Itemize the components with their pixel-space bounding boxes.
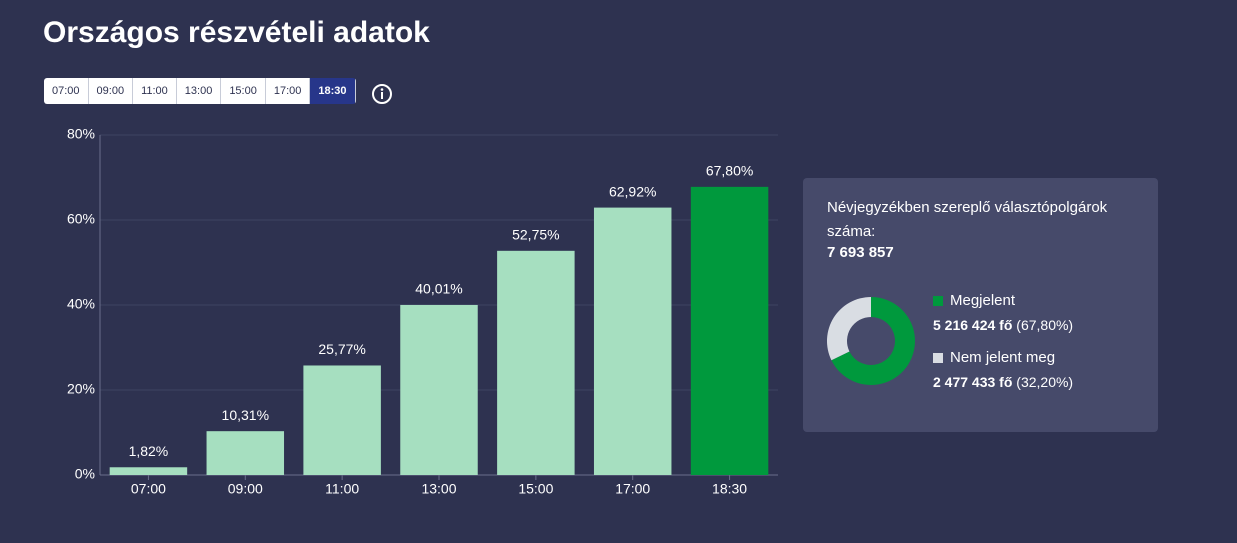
- value-label: 67,80%: [706, 163, 753, 179]
- legend-label: Megjelent: [950, 292, 1016, 309]
- legend-swatch: [933, 296, 943, 306]
- value-label: 25,77%: [318, 341, 365, 357]
- x-tick-label: 17:00: [615, 481, 650, 497]
- bar: [109, 467, 188, 475]
- value-label: 1,82%: [129, 443, 169, 459]
- time-selector: 07:00 09:00 11:00 13:00 15:00 17:00 18:30: [44, 78, 356, 104]
- info-panel: Névjegyzékben szereplő választópolgárok …: [803, 178, 1158, 432]
- y-tick-label: 80%: [67, 126, 95, 142]
- donut-segment: [831, 297, 915, 385]
- x-tick-label: 09:00: [228, 481, 263, 497]
- value-label: 10,31%: [222, 407, 269, 423]
- bar: [206, 431, 285, 475]
- bar: [400, 304, 478, 475]
- time-button[interactable]: 09:00: [88, 78, 134, 104]
- bar: [303, 365, 381, 475]
- y-tick-label: 40%: [67, 296, 95, 312]
- x-tick-label: 11:00: [325, 481, 359, 497]
- time-button[interactable]: 15:00: [221, 78, 266, 104]
- time-button[interactable]: 18:30: [310, 78, 356, 104]
- legend-share: (67,80%): [1016, 317, 1073, 333]
- info-icon[interactable]: [371, 83, 393, 105]
- legend-value: 2 477 433 fő (32,20%): [933, 374, 1073, 390]
- x-tick-label: 18:30: [712, 481, 747, 497]
- page-title: Országos részvételi adatok: [43, 16, 430, 49]
- x-tick-label: 15:00: [518, 481, 553, 497]
- bar-chart: 0% 20% 40% 60% 80% 07:00 1,82% 09:00 10,31% 11:00…: [67, 126, 778, 497]
- x-tick-label: 07:00: [131, 481, 166, 497]
- time-button[interactable]: 17:00: [265, 78, 311, 104]
- legend-swatch: [933, 353, 943, 363]
- donut-chart: Megjelent 5 216 424 fő (67,80%) Nem jelent…: [827, 292, 1073, 390]
- value-label: 40,01%: [415, 281, 462, 297]
- legend-share: (32,20%): [1016, 374, 1073, 390]
- y-tick-label: 60%: [67, 211, 95, 227]
- legend-count: 5 216 424 fő: [933, 317, 1012, 333]
- time-button[interactable]: 11:00: [133, 78, 177, 104]
- legend-label: Nem jelent meg: [950, 349, 1055, 366]
- bar: [593, 207, 672, 475]
- y-tick-label: 0%: [75, 466, 95, 482]
- value-label: 52,75%: [512, 227, 559, 243]
- bar: [497, 250, 575, 475]
- time-button[interactable]: 13:00: [176, 78, 222, 104]
- legend-count: 2 477 433 fő: [933, 374, 1012, 390]
- value-label: 62,92%: [609, 183, 656, 199]
- panel-label: Névjegyzékben szereplő választópolgárok …: [827, 199, 1108, 240]
- panel-total: 7 693 857: [827, 244, 894, 261]
- legend-value: 5 216 424 fő (67,80%): [933, 317, 1073, 333]
- time-button[interactable]: 07:00: [44, 78, 89, 104]
- y-tick-label: 20%: [67, 381, 95, 397]
- bar: [690, 186, 769, 475]
- x-tick-label: 13:00: [421, 481, 456, 497]
- donut-segment: [827, 297, 871, 361]
